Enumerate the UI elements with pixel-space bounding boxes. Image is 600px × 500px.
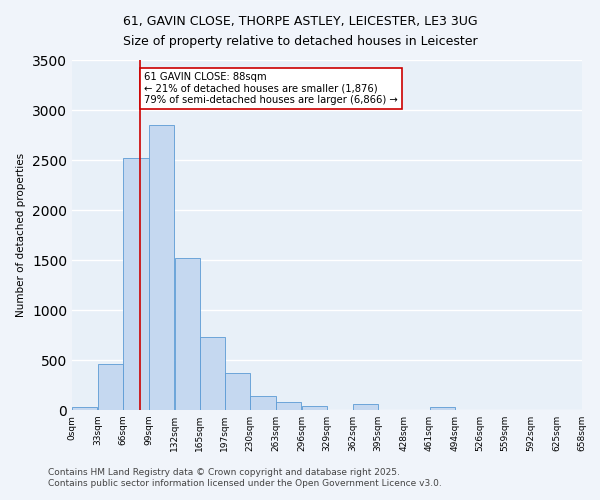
Y-axis label: Number of detached properties: Number of detached properties: [16, 153, 26, 317]
Bar: [175, 258, 200, 410]
Text: Contains HM Land Registry data © Crown copyright and database right 2025.
Contai: Contains HM Land Registry data © Crown c…: [48, 468, 442, 487]
Text: 61 GAVIN CLOSE: 88sqm
← 21% of detached houses are smaller (1,876)
79% of semi-d: 61 GAVIN CLOSE: 88sqm ← 21% of detached …: [144, 72, 398, 105]
Text: 61, GAVIN CLOSE, THORPE ASTLEY, LEICESTER, LE3 3UG: 61, GAVIN CLOSE, THORPE ASTLEY, LEICESTE…: [122, 15, 478, 28]
Bar: [149, 125, 174, 410]
Bar: [302, 406, 327, 410]
Bar: [98, 364, 123, 410]
Bar: [276, 402, 301, 410]
Bar: [250, 396, 275, 410]
Bar: [225, 373, 250, 410]
Bar: [353, 404, 378, 410]
Bar: [430, 407, 455, 410]
Bar: [200, 337, 225, 410]
Bar: [124, 158, 149, 410]
Text: Size of property relative to detached houses in Leicester: Size of property relative to detached ho…: [122, 35, 478, 48]
Bar: [72, 407, 97, 410]
